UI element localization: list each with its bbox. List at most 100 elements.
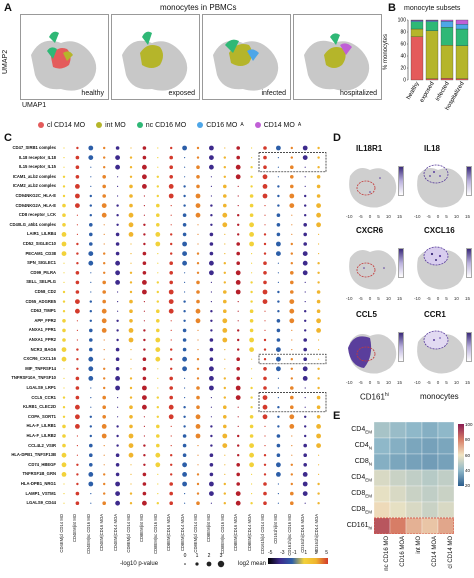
dot	[102, 415, 106, 419]
dot	[263, 165, 267, 169]
dot	[251, 368, 253, 370]
dot	[290, 146, 293, 150]
dot	[263, 454, 267, 457]
umap-caption-healthy: healthy	[81, 90, 104, 97]
cd161-label: CD161hi	[360, 392, 389, 402]
heatmap-cell	[405, 485, 423, 503]
dot	[116, 338, 119, 342]
bar-segment	[440, 78, 454, 81]
dot	[304, 166, 306, 168]
dot	[210, 310, 213, 313]
dot	[304, 415, 307, 418]
b-ytick-label: 40	[400, 54, 406, 60]
d-tick: -5	[358, 296, 363, 301]
expr-colorbar	[466, 248, 472, 278]
dot	[89, 463, 93, 467]
heatmap-cell	[421, 485, 439, 503]
dot	[101, 318, 107, 324]
dot	[76, 224, 78, 226]
dot	[196, 146, 200, 150]
dot	[129, 156, 133, 159]
dot	[103, 367, 106, 370]
dot	[142, 482, 147, 486]
d-tick: -5	[426, 380, 431, 385]
dot	[130, 464, 132, 466]
hm-tick: 20	[465, 483, 471, 488]
dot	[223, 482, 226, 486]
row-sub: N	[368, 445, 372, 451]
dot	[251, 253, 253, 255]
dot	[316, 212, 321, 218]
dot	[170, 473, 173, 476]
dot	[209, 463, 214, 467]
dot	[223, 271, 226, 274]
dot	[76, 339, 78, 341]
dot	[264, 320, 266, 322]
dot	[115, 453, 120, 458]
dot	[102, 395, 106, 400]
legend-swatch	[254, 122, 261, 128]
size-dot	[184, 563, 186, 565]
dot	[170, 205, 172, 207]
dot	[262, 414, 268, 420]
dot	[76, 367, 79, 370]
dot	[196, 184, 200, 189]
dot	[291, 435, 293, 437]
dot	[129, 424, 133, 429]
dot	[142, 404, 147, 410]
dot	[62, 328, 66, 333]
dot	[169, 271, 173, 275]
dot	[249, 309, 254, 313]
pair-label: LGALS9_LRP1	[26, 385, 56, 390]
dot	[142, 500, 147, 506]
dot	[90, 397, 92, 399]
dot	[103, 482, 106, 486]
dot	[223, 492, 226, 495]
dot	[76, 348, 79, 351]
pair-label: HLA-DPB1_NRG1	[20, 481, 56, 486]
dot	[89, 338, 93, 342]
dot	[168, 184, 174, 189]
hm-tick: 40	[465, 467, 471, 473]
dot	[316, 433, 321, 439]
dot	[223, 203, 227, 208]
dot	[61, 472, 67, 477]
dot	[291, 329, 293, 331]
dot	[156, 328, 160, 333]
dot	[263, 501, 267, 506]
dot	[182, 443, 187, 448]
dot	[115, 260, 120, 266]
heatmap-cell	[421, 422, 439, 439]
dot	[316, 318, 321, 324]
dot	[210, 176, 212, 178]
heatmap	[374, 422, 454, 534]
dot	[143, 223, 146, 226]
dot	[75, 175, 80, 179]
dot	[209, 491, 214, 496]
dot	[143, 416, 145, 418]
bar-segment	[455, 45, 469, 79]
dot	[195, 414, 201, 420]
b-category-label: infected	[435, 81, 451, 102]
dot	[182, 453, 187, 458]
dot	[169, 165, 173, 169]
dot	[196, 492, 200, 495]
dot	[62, 290, 66, 294]
dot	[209, 366, 214, 372]
umap2-label: UMAP2	[2, 49, 9, 74]
dot	[209, 260, 214, 266]
dot	[103, 271, 106, 274]
dot	[251, 358, 253, 360]
dot	[209, 481, 214, 487]
dot	[115, 357, 120, 361]
dot	[263, 338, 267, 342]
d-tick: 10	[385, 296, 391, 301]
dot	[304, 425, 307, 428]
dot	[182, 434, 187, 438]
dot	[88, 145, 94, 151]
dot	[318, 253, 320, 255]
dot	[224, 368, 226, 370]
dot	[75, 308, 80, 314]
dot	[291, 339, 293, 341]
pair-label: NCR3_BAG6	[30, 346, 56, 352]
